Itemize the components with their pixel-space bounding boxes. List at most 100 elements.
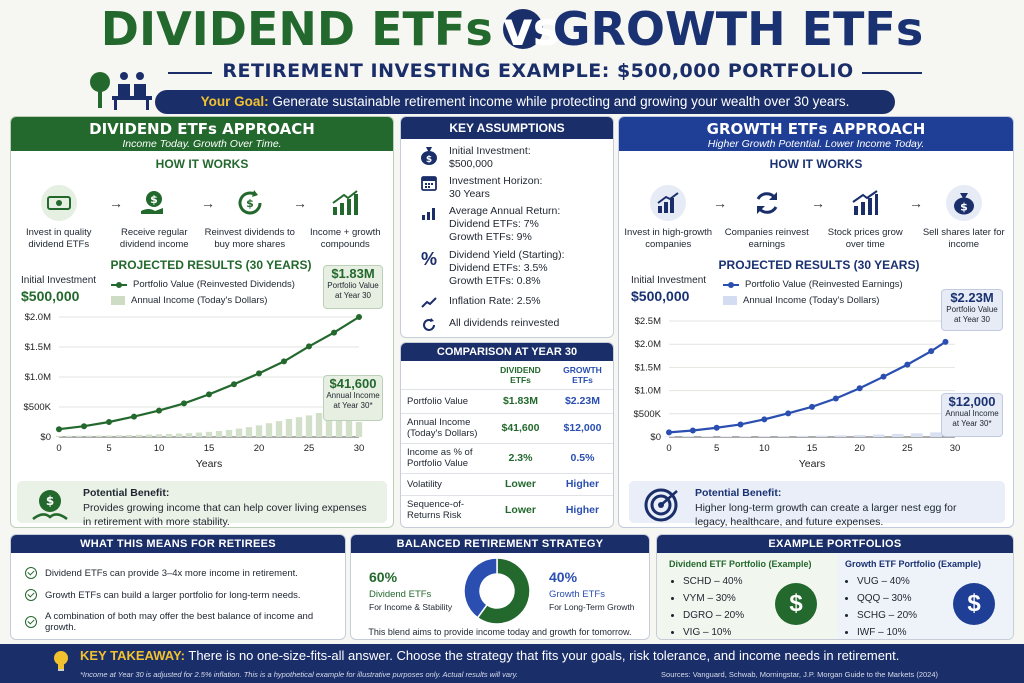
dividend-value: $1.83M	[489, 389, 552, 414]
table-header-growth: GROWTH ETFs	[551, 361, 613, 390]
page-title: DIVIDEND ETFs vs.GROWTH ETFs	[0, 2, 1024, 56]
income-bar	[720, 436, 733, 437]
assumption-item: Inflation Rate: 2.5%	[417, 295, 541, 312]
x-tick-label: 15	[204, 443, 215, 454]
growth-step-4: $ Sell shares later for income	[916, 185, 1011, 251]
takeaway-label: KEY TAKEAWAY:	[80, 648, 185, 663]
list-item-text: Dividend ETFs can provide 3–4x more inco…	[45, 567, 298, 579]
portfolio-point	[761, 416, 768, 423]
list-item: VUG – 40%	[857, 573, 917, 590]
growth-step-2: Companies reinvest earnings	[719, 185, 814, 251]
portfolio-point	[880, 373, 887, 380]
dividend-results-title: PROJECTED RESULTS (30 YEARS)	[110, 258, 312, 272]
legend-swatch	[723, 296, 737, 305]
income-bar	[777, 436, 790, 437]
income-bar	[295, 417, 303, 437]
x-tick-label: 0	[666, 443, 671, 454]
callout-value: $2.23M	[950, 290, 994, 305]
y-tick-label: $1.5M	[25, 342, 51, 353]
y-tick-label: $2.0M	[25, 312, 51, 323]
growth-income-callout: $12,000 Annual Income at Year 30*	[941, 393, 1003, 437]
assumption-value: Growth ETFs: 0.8%	[449, 275, 541, 287]
dividend-value: Lower	[505, 504, 536, 517]
reinvest-icon	[417, 317, 441, 337]
dividend-portfolio-callout: $1.83M Portfolio Value at Year 30	[323, 265, 383, 309]
growth-pct: 40%	[549, 569, 578, 585]
table-row: Volatility Lower Higher	[401, 473, 613, 496]
arrow-icon: →	[909, 195, 923, 211]
y-tick-label: $500K	[634, 409, 662, 420]
income-bar	[815, 435, 828, 437]
legend-swatch	[111, 296, 125, 305]
portfolio-point	[832, 395, 839, 402]
growth-step-2-label: Companies reinvest earnings	[724, 227, 809, 250]
legend-label: Annual Income (Today's Dollars)	[131, 295, 268, 306]
dividend-sub: For Income & Stability	[369, 602, 453, 612]
y-tick-label: $1.0M	[25, 372, 51, 383]
list-item: DGRO – 20%	[683, 607, 744, 624]
income-bar	[355, 422, 363, 437]
list-item: Dividend ETFs can provide 3–4x more inco…	[25, 567, 298, 579]
arrow-icon: →	[293, 195, 307, 211]
calendar-icon	[417, 175, 441, 201]
assumptions-panel: KEY ASSUMPTIONS $ Initial Investment: $50…	[400, 116, 614, 338]
list-item: Growth ETFs can build a larger portfolio…	[25, 589, 301, 601]
metric-label: Volatility	[401, 473, 489, 496]
x-axis-label: Years	[196, 458, 222, 470]
dividend-benefit-box: $ Potential Benefit: Provides growing in…	[17, 481, 387, 527]
benefit-title: Potential Benefit:	[695, 487, 782, 499]
money-bag-icon: $	[945, 185, 982, 221]
income-bar	[95, 435, 103, 437]
x-tick-label: 30	[950, 443, 961, 454]
arrow-icon: →	[201, 195, 215, 211]
assumption-item: Investment Horizon: 30 Years	[417, 175, 542, 201]
assumption-item: All dividends reinvested	[417, 317, 559, 337]
callout-label: Annual Income at Year 30*	[326, 391, 380, 410]
growth-value: Higher	[551, 473, 613, 496]
portfolio-point	[928, 348, 935, 355]
retirees-title: WHAT THIS MEANS FOR RETIREES	[11, 535, 345, 553]
trend-icon	[417, 295, 441, 312]
x-tick-label: 20	[854, 443, 865, 454]
dividend-legend-bar: Annual Income (Today's Dollars)	[111, 295, 267, 306]
assumption-item: % Dividend Yield (Starting): Dividend ETF…	[417, 249, 565, 288]
list-item: VYM – 30%	[683, 590, 744, 607]
income-bar	[265, 423, 273, 437]
check-icon	[25, 589, 37, 601]
growth-legend-line: Portfolio Value (Reinvested Earnings)	[723, 279, 903, 290]
dividend-step-3: $ Reinvest dividends to buy more shares	[202, 185, 297, 251]
lightbulb-icon	[54, 651, 68, 671]
portfolio-point	[56, 426, 62, 433]
portfolio-point	[713, 424, 720, 431]
dividend-step-4-label: Income + growth compounds	[310, 227, 381, 250]
legend-swatch	[111, 281, 127, 288]
dividend-step-2-label: Receive regular dividend income	[119, 227, 189, 250]
growth-step-4-label: Sell shares later for income	[922, 227, 1005, 250]
dividend-value: 2.3%	[489, 443, 552, 474]
dividend-how-title: HOW IT WORKS	[155, 157, 249, 171]
income-bar	[75, 435, 83, 437]
comparison-table: DIVIDEND ETFs GROWTH ETFs Portfolio Valu…	[401, 361, 613, 525]
growth-step-3: Stock prices grow over time	[818, 185, 913, 251]
dollar-icon: $	[775, 583, 817, 625]
assumption-label: Dividend Yield (Starting):	[449, 249, 565, 261]
x-tick-label: 0	[56, 443, 61, 454]
assumption-value: Dividend ETFs: 7%	[449, 218, 539, 230]
allocation-donut	[463, 557, 531, 625]
rising-chart-icon	[847, 185, 883, 221]
legend-swatch	[723, 281, 739, 288]
portfolio-point	[306, 343, 312, 350]
metric-label: Portfolio Value	[401, 389, 489, 414]
dividend-value: Lower	[489, 473, 552, 496]
dividend-step-4: Income + growth compounds	[298, 185, 393, 251]
growth-portfolio-list: VUG – 40% QQQ – 30% SCHG – 20% IWF – 10%	[857, 573, 917, 639]
income-bar	[245, 427, 253, 437]
growth-initial-label: Initial Investment	[631, 275, 707, 286]
y-tick-label: $2.5M	[635, 316, 661, 327]
arrow-icon: →	[109, 195, 123, 211]
svg-text:$: $	[46, 494, 54, 508]
portfolios-panel: EXAMPLE PORTFOLIOS Dividend ETF Portfoli…	[656, 534, 1014, 640]
list-item: QQQ – 30%	[857, 590, 917, 607]
list-item: SCHD – 40%	[683, 573, 744, 590]
takeaway-body: There is no one-size-fits-all answer. Ch…	[188, 648, 900, 663]
